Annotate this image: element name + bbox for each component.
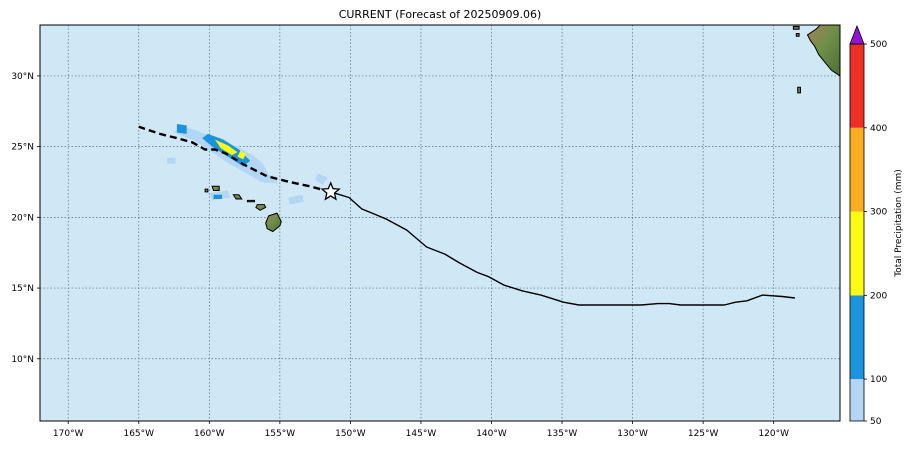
land-layer	[204, 25, 840, 233]
ocean-background	[40, 25, 840, 421]
colorbar-tick-label: 100	[870, 375, 887, 385]
x-axis-ticks: 170°W 165°W 160°W 155°W 150°W 145°W 140°W 135°W…	[53, 421, 789, 439]
map-frame	[39, 24, 841, 422]
colorbar: 50 100 200 300 400 500	[849, 24, 887, 427]
x-tick-label: 170°W	[53, 429, 84, 439]
precipitation-patch	[167, 157, 176, 164]
precipitation-patch	[237, 150, 246, 160]
colorbar-extend-triangle	[849, 24, 865, 45]
california-coast	[806, 25, 840, 77]
precipitation-patch	[176, 124, 187, 134]
precipitation-patch	[213, 194, 222, 199]
precipitation-patch	[258, 173, 277, 184]
channel-island	[792, 25, 800, 30]
storm-track-layer	[138, 125, 795, 306]
precipitation-patch	[174, 125, 269, 181]
x-tick-label: 135°W	[547, 429, 578, 439]
colorbar-bin	[850, 295, 864, 380]
storm-track-forecast	[138, 125, 332, 194]
colorbar-bin	[850, 44, 864, 128]
precipitation-patch	[215, 139, 238, 156]
precipitation-patch	[315, 173, 328, 185]
colorbar-tick-label: 300	[870, 208, 887, 218]
colorbar-frame	[849, 43, 865, 422]
colorbar-tick-label: 500	[870, 40, 887, 50]
x-tick-label: 120°W	[758, 429, 789, 439]
x-tick-label: 125°W	[688, 429, 719, 439]
island-niihau	[204, 188, 209, 193]
island-oahu	[232, 194, 243, 200]
precipitation-patch	[288, 194, 304, 205]
x-tick-label: 160°W	[194, 429, 225, 439]
x-tick-label: 140°W	[476, 429, 507, 439]
precipitation-layer	[167, 124, 328, 205]
current-position-star-icon	[320, 181, 341, 201]
y-tick-label: 20°N	[11, 213, 34, 223]
x-tick-label: 130°W	[617, 429, 648, 439]
colorbar-bin	[850, 127, 864, 212]
y-tick-label: 30°N	[11, 72, 34, 82]
storm-track-past	[330, 191, 795, 306]
island-kauai	[211, 185, 220, 191]
x-tick-label: 165°W	[123, 429, 154, 439]
x-tick-label: 155°W	[265, 429, 296, 439]
y-axis-ticks: 10°N 15°N 20°N 25°N 30°N	[11, 72, 40, 365]
colorbar-tick-label: 400	[870, 124, 887, 134]
y-tick-label: 15°N	[11, 284, 34, 294]
colorbar-tick-label: 200	[870, 291, 887, 301]
colorbar-bin	[850, 379, 864, 421]
y-tick-label: 10°N	[11, 355, 34, 365]
colorbar-tick-label: 50	[870, 417, 882, 427]
island-maui	[255, 204, 267, 211]
colorbar-bin	[850, 211, 864, 296]
x-tick-label: 145°W	[406, 429, 437, 439]
x-tick-label: 150°W	[335, 429, 366, 439]
graticule-grid	[40, 25, 840, 421]
y-tick-label: 25°N	[11, 143, 34, 153]
channel-island	[795, 33, 800, 37]
island-big-island	[265, 212, 282, 233]
channel-island	[797, 86, 801, 94]
colorbar-label: Total Precipitation (mm)	[894, 169, 904, 278]
map-title: CURRENT (Forecast of 20250909.06)	[339, 8, 542, 21]
island-molokai	[246, 199, 255, 203]
